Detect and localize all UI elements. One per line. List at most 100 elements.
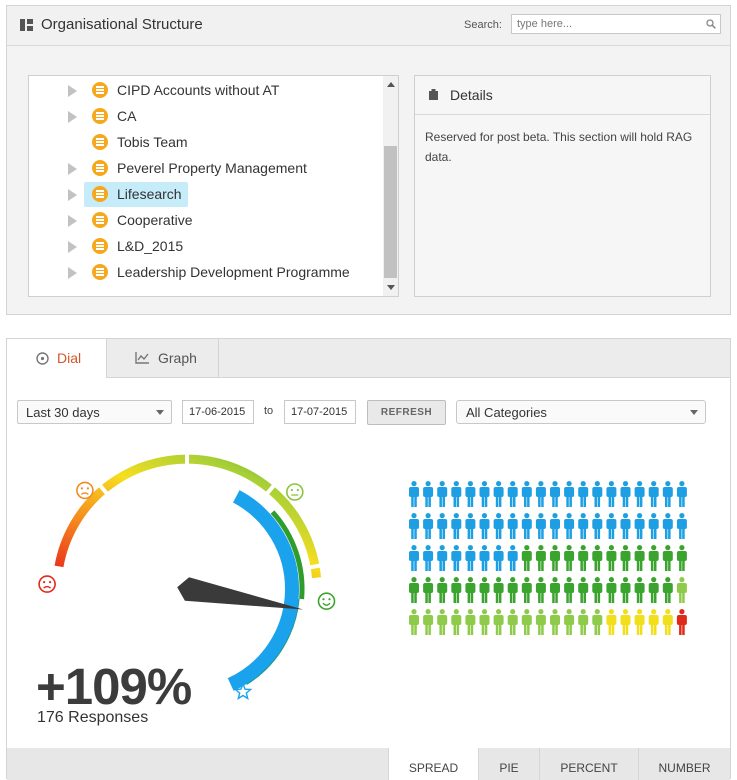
person-icon: [479, 481, 490, 507]
expand-arrow-icon[interactable]: [68, 111, 77, 123]
person-icon: [620, 577, 631, 603]
expand-arrow-icon[interactable]: [68, 189, 77, 201]
to-date-field[interactable]: 17-07-2015: [284, 400, 356, 424]
person-icon: [620, 609, 631, 635]
tree-item-label: Lifesearch: [117, 186, 182, 202]
view-tab-bar: SPREAD PIE PERCENT NUMBER: [7, 748, 730, 780]
person-icon: [521, 545, 532, 571]
tree-item[interactable]: Lifesearch: [29, 182, 379, 207]
org-unit-icon: [92, 134, 108, 150]
org-unit-icon: [92, 186, 108, 202]
tree-item[interactable]: Peverel Property Management: [29, 157, 379, 179]
tab-pie[interactable]: PIE: [478, 748, 539, 780]
person-icon: [676, 609, 687, 635]
person-icon: [535, 545, 546, 571]
details-panel: Details Reserved for post beta. This sec…: [414, 75, 711, 297]
tab-graph-label: Graph: [158, 350, 197, 366]
from-date-field[interactable]: 17-06-2015: [182, 400, 254, 424]
dial-gap: [304, 562, 326, 571]
tree-item-label: L&D_2015: [117, 238, 184, 254]
person-icon: [550, 513, 560, 539]
org-unit-icon: [92, 108, 108, 124]
search-box[interactable]: [511, 14, 721, 34]
tree-item[interactable]: Tobis Team: [29, 131, 379, 153]
org-unit-icon: [92, 212, 108, 228]
expand-arrow-icon[interactable]: [68, 215, 77, 227]
person-icon: [592, 609, 603, 635]
tab-graph[interactable]: Graph: [107, 339, 219, 377]
date-range-dropdown[interactable]: Last 30 days: [17, 400, 172, 424]
person-icon: [409, 513, 419, 539]
org-structure-panel: Organisational Structure Search: CIPD Ac…: [6, 5, 731, 315]
person-icon: [592, 513, 603, 539]
person-icon: [578, 545, 589, 571]
tree-item[interactable]: CA: [29, 105, 379, 127]
expand-arrow-icon[interactable]: [68, 85, 77, 97]
person-icon: [620, 513, 631, 539]
clipboard-icon: [429, 89, 438, 100]
person-icon: [564, 545, 575, 571]
person-icon: [662, 481, 673, 507]
expand-arrow-icon[interactable]: [68, 163, 77, 175]
tree-item[interactable]: Leadership Development Programme: [29, 261, 379, 283]
person-icon: [606, 513, 617, 539]
person-icon: [507, 609, 518, 635]
tab-number-label: NUMBER: [658, 761, 711, 775]
dial-panel: Dial Graph Last 30 days 17-06-2015 to 17…: [6, 338, 731, 780]
person-icon: [676, 545, 687, 571]
person-icon: [437, 513, 448, 539]
search-input[interactable]: [517, 17, 697, 31]
person-icon: [648, 577, 659, 603]
tree-item[interactable]: L&D_2015: [29, 235, 379, 257]
tree-item[interactable]: CIPD Accounts without AT: [29, 79, 379, 101]
tree-item[interactable]: Cooperative: [29, 209, 379, 231]
tab-spread[interactable]: SPREAD: [388, 748, 478, 780]
person-icon: [578, 481, 589, 507]
person-icon: [550, 577, 560, 603]
person-icon: [465, 545, 476, 571]
person-icon: [451, 609, 462, 635]
person-icon: [535, 513, 546, 539]
face-icon: [285, 483, 304, 501]
line-chart-icon: [135, 352, 149, 364]
tab-percent[interactable]: PERCENT: [539, 748, 638, 780]
scroll-thumb[interactable]: [384, 146, 397, 278]
person-icon: [409, 481, 419, 507]
tab-percent-label: PERCENT: [560, 761, 618, 775]
scroll-down-icon[interactable]: [387, 285, 395, 290]
dial-gap: [262, 480, 279, 499]
person-icon: [423, 577, 434, 603]
person-icon: [550, 609, 560, 635]
person-icon: [465, 577, 476, 603]
person-icon: [564, 481, 575, 507]
scroll-up-icon[interactable]: [387, 82, 395, 87]
person-icon: [493, 513, 504, 539]
person-icon: [550, 481, 560, 507]
tab-dial[interactable]: Dial: [7, 339, 107, 378]
person-icon: [451, 481, 462, 507]
refresh-button[interactable]: REFRESH: [367, 400, 446, 425]
search-label: Search:: [464, 19, 502, 31]
face-icon: [38, 575, 56, 593]
person-icon: [507, 481, 518, 507]
org-structure-title: Organisational Structure: [41, 16, 203, 33]
percent-value: +109%: [36, 658, 192, 715]
search-icon[interactable]: [706, 19, 716, 29]
tree-scrollbar[interactable]: [383, 76, 398, 296]
person-icon: [507, 577, 518, 603]
expand-arrow-icon[interactable]: [68, 241, 77, 253]
expand-arrow-icon[interactable]: [68, 267, 77, 279]
person-icon: [550, 545, 560, 571]
person-icon: [479, 609, 490, 635]
person-icon: [423, 545, 434, 571]
tab-dial-label: Dial: [57, 350, 82, 366]
person-icon: [634, 481, 645, 507]
org-unit-icon: [92, 238, 108, 254]
person-icon: [620, 481, 631, 507]
person-icon: [437, 481, 448, 507]
tab-number[interactable]: NUMBER: [638, 748, 730, 780]
tab-spread-label: SPREAD: [408, 761, 459, 775]
category-dropdown[interactable]: All Categories: [456, 400, 706, 424]
person-icon: [493, 609, 504, 635]
date-range-value: Last 30 days: [26, 405, 100, 420]
